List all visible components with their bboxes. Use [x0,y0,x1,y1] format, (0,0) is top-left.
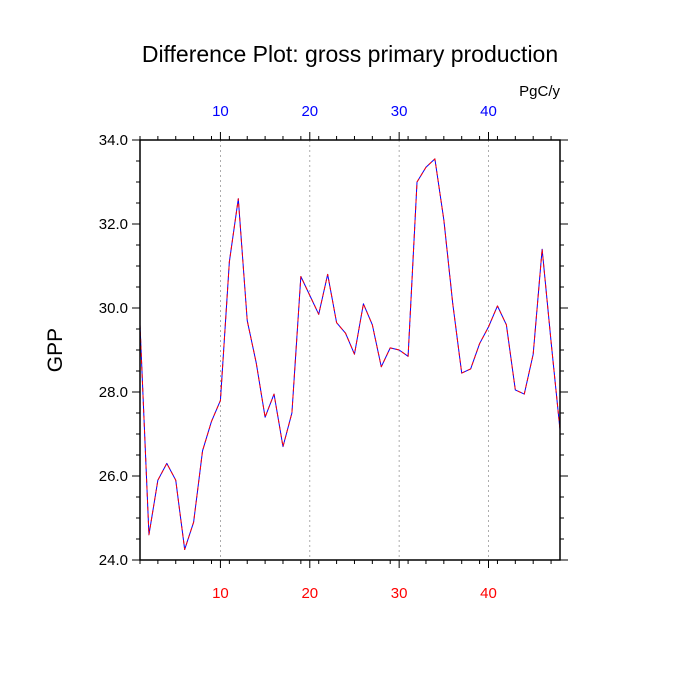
tick-labels: 24.0 26.0 28.0 30.0 32.0 34.0 10 10 20 20 30 30 40 40 [99,103,497,602]
axis-ticks [132,132,568,568]
plot-frame [139,139,561,561]
y-tick-label: 32.0 [99,216,128,233]
x-tick-label-top: 20 [301,103,318,120]
x-tick-label-bottom: 40 [480,585,497,602]
x-tick-label-bottom: 10 [212,585,229,602]
y-tick-label: 24.0 [99,552,128,569]
series-line-1 [139,158,561,550]
x-tick-label-top: 30 [391,103,408,120]
x-tick-label-bottom: 20 [301,585,318,602]
x-tick-label-top: 40 [480,103,497,120]
units-label: PgC/y [519,83,560,100]
grid-lines [220,140,489,560]
series-line-2 [139,158,561,550]
x-tick-label-bottom: 30 [391,585,408,602]
y-axis-label: GPP [44,328,67,372]
y-tick-label: 28.0 [99,384,128,401]
series-lines [139,158,561,550]
y-tick-label: 30.0 [99,300,128,317]
y-tick-label: 26.0 [99,468,128,485]
y-tick-label: 34.0 [99,132,128,149]
x-tick-label-top: 10 [212,103,229,120]
chart-title: Difference Plot: gross primary productio… [142,41,558,67]
